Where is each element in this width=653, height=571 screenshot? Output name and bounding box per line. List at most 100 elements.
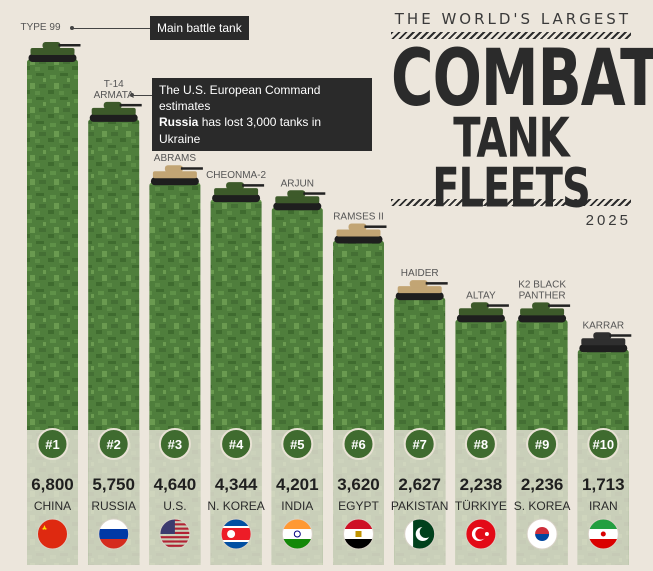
russia-leader-line [132, 95, 152, 96]
value-label: 4,201 [276, 475, 319, 494]
rank-badge [281, 428, 314, 460]
rank-label: #6 [351, 437, 365, 452]
tank-model-label: ARMATA [94, 90, 135, 101]
tank-model-label: PANTHER [519, 290, 566, 301]
bar-group-7: HAIDER #7 2,627 PAKISTAN [391, 268, 449, 565]
country-label: PAKISTAN [391, 499, 449, 513]
tank-model-label: HAIDER [401, 268, 439, 279]
bar-group-5: ARJUN #5 4,201 INDIA [271, 178, 326, 565]
tank-model-label: TYPE 99 [20, 22, 60, 33]
value-label: 4,640 [154, 475, 197, 494]
pakistan-flag [404, 518, 436, 550]
rank-badge [158, 428, 191, 460]
rank-badge [220, 428, 253, 460]
russia-loss-callout: The U.S. European Command estimates Russ… [152, 78, 372, 151]
tank-icon [273, 190, 326, 211]
india-flag [281, 518, 313, 550]
tank-icon [456, 302, 509, 323]
russia-flag [98, 518, 130, 550]
main-title-line1: COMBAT [391, 32, 653, 125]
country-label: U.S. [163, 499, 186, 513]
russia-callout-bold: Russia [159, 115, 199, 130]
country-label: N. KOREA [207, 499, 264, 513]
country-label: TÜRKIYE [455, 499, 507, 513]
title-stripe-top [391, 32, 631, 39]
value-label: 1,713 [582, 475, 625, 494]
main-battle-tank-callout: Main battle tank [150, 16, 249, 41]
rank-label: #1 [45, 437, 59, 452]
tank-icon [579, 332, 632, 353]
tank-icon [395, 280, 448, 301]
rank-label: #4 [229, 437, 244, 452]
country-label: RUSSIA [91, 499, 136, 513]
tank-model-label: T-14 [104, 79, 124, 90]
rank-label: #5 [290, 437, 304, 452]
tank-model-label: ALTAY [466, 290, 496, 301]
north-korea-flag [220, 518, 252, 550]
russia-callout-text-2: has lost 3,000 tanks in Ukraine [159, 115, 322, 146]
value-label: 2,627 [398, 475, 441, 494]
tank-model-label: KARRAR [582, 320, 624, 331]
usa-flag [159, 518, 191, 550]
tank-model-label: CHEONMA-2 [206, 170, 266, 181]
country-label: S. KOREA [514, 499, 571, 513]
tank-icon [28, 42, 81, 62]
rank-badge [587, 428, 620, 460]
mbt-leader-dot [70, 26, 74, 30]
title-stripe-bottom [391, 199, 631, 206]
mbt-leader-line [72, 28, 150, 29]
tank-model-label: RAMSES II [333, 211, 384, 222]
china-flag [37, 518, 68, 550]
rank-label: #9 [535, 437, 549, 452]
bar-group-1: TYPE 99 #1 6,800 CHINA [20, 22, 81, 566]
bar-group-4: CHEONMA-2 #4 4,344 N. KOREA [206, 170, 267, 565]
main-title: COMBAT TANK FLEETS [391, 32, 653, 248]
tank-icon [518, 302, 571, 323]
rank-badge [97, 428, 130, 460]
south-korea-flag [526, 518, 558, 550]
egypt-flag [343, 518, 374, 550]
title-block: THE WORLD'S LARGEST COMBAT TANK FLEETS 2… [391, 10, 653, 229]
main-title-line2: TANK FLEETS [432, 108, 591, 221]
rank-label: #7 [412, 437, 426, 452]
tank-icon [334, 223, 387, 244]
bar-group-8: ALTAY #8 2,238 TÜRKIYE [455, 290, 509, 565]
bar-group-6: RAMSES II #6 3,620 EGYPT [333, 211, 387, 565]
tank-model-label: K2 BLACK [518, 279, 566, 290]
tank-icon [212, 182, 265, 203]
value-label: 6,800 [31, 475, 74, 494]
russia-leader-dot [130, 93, 134, 97]
rank-badge [526, 428, 559, 460]
value-label: 3,620 [337, 475, 380, 494]
country-label: EGYPT [338, 499, 379, 513]
turkiye-flag [465, 518, 497, 550]
rank-badge [36, 428, 69, 460]
rank-badge [342, 428, 375, 460]
rank-label: #10 [592, 437, 614, 452]
tank-icon [89, 101, 142, 122]
value-label: 5,750 [92, 475, 135, 494]
value-label: 2,236 [521, 475, 564, 494]
value-label: 2,238 [460, 475, 503, 494]
rank-label: #8 [474, 437, 488, 452]
country-label: CHINA [34, 499, 71, 513]
tank-model-label: ARJUN [281, 178, 314, 189]
bar-group-10: KARRAR #10 1,713 IRAN [577, 320, 632, 565]
russia-callout-text-1: The U.S. European Command estimates [159, 83, 321, 114]
tank-icon [150, 165, 203, 186]
rank-badge [464, 428, 497, 460]
title-year: 2025 [585, 212, 631, 229]
country-label: IRAN [589, 499, 618, 513]
country-label: INDIA [281, 499, 313, 513]
pre-title: THE WORLD'S LARGEST [394, 10, 631, 28]
rank-label: #3 [168, 437, 182, 452]
iran-flag [587, 518, 619, 550]
rank-badge [403, 428, 436, 460]
value-label: 4,344 [215, 475, 258, 494]
tank-model-label: ABRAMS [154, 153, 197, 164]
